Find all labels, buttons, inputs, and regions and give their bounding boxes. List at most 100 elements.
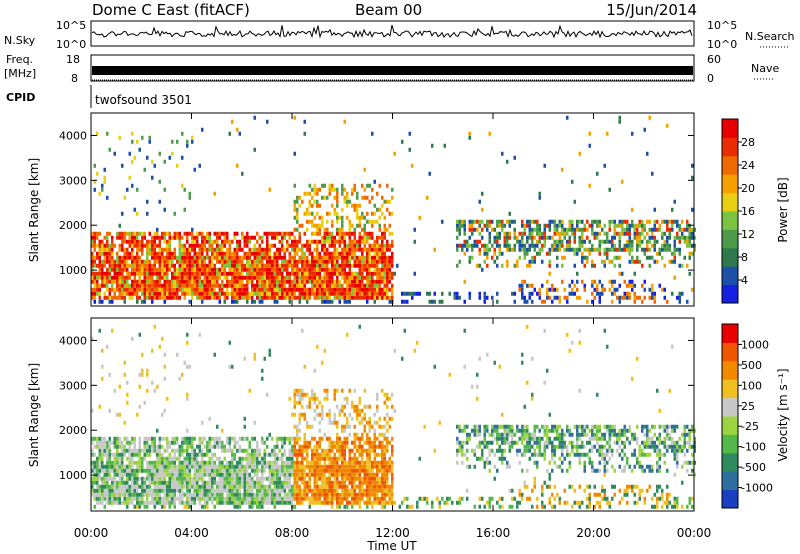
power-cell [233,287,236,292]
power-cell [463,299,466,304]
velocity-cell [328,440,331,445]
velocity-cell [103,488,106,493]
velocity-cell [281,496,284,501]
power-cell [498,231,501,236]
velocity-cell [231,500,234,505]
velocity-cell [371,424,374,429]
velocity-cell [96,464,99,469]
velocity-cell [253,500,256,505]
power-cell [153,267,156,272]
power-cell [648,235,651,240]
velocity-cell [346,424,349,429]
power-cell [563,295,566,300]
power-cell [168,231,171,236]
velocity-cell [138,372,141,377]
velocity-cell [131,464,134,469]
velocity-cell [188,436,191,441]
velocity-cell [351,448,354,453]
power-cell [243,283,246,288]
power-cell [183,267,186,272]
velocity-cell [156,500,159,505]
velocity-cell [263,460,266,465]
velocity-cell [371,480,374,485]
velocity-cell [326,388,329,393]
power-cell [181,243,184,248]
power-cell [478,263,481,268]
power-cell [163,279,166,284]
power-cell [581,219,584,224]
power-cell [276,283,279,288]
power-cell [651,227,654,232]
power-cell [468,227,471,232]
velocity-cell [261,464,264,469]
power-cell [598,291,601,296]
power-cell [293,239,296,244]
velocity-cell [153,460,156,465]
velocity-cell [333,440,336,445]
velocity-cell [263,484,266,489]
power-cell [611,279,614,284]
power-cell [528,235,531,240]
velocity-cell [233,500,236,505]
power-cell [143,283,146,288]
velocity-cell [136,504,139,509]
power-cell [303,287,306,292]
power-cell [153,163,156,168]
power-cell [521,283,524,288]
velocity-cell [361,420,364,425]
power-cell [141,279,144,284]
power-cell [201,259,204,264]
power-cell [291,243,294,248]
power-cell [173,267,176,272]
velocity-cell [91,460,94,465]
power-cell [386,271,389,276]
power-cell [548,219,551,224]
velocity-cell [188,464,191,469]
velocity-cell [121,472,124,477]
power-cell [688,255,691,260]
power-cell [211,279,214,284]
power-cell [236,279,239,284]
power-cell [146,239,149,244]
power-cell [338,283,341,288]
power-cell [496,255,499,260]
velocity-cell [126,492,129,497]
power-cell [323,243,326,248]
velocity-cell [283,448,286,453]
power-cell [268,279,271,284]
velocity-cell [223,448,226,453]
power-cell [243,275,246,280]
velocity-cell [353,456,356,461]
power-cell [226,275,229,280]
power-cell [121,275,124,280]
velocity-cell [381,468,384,473]
power-cell [543,239,546,244]
velocity-cell [301,456,304,461]
velocity-cell [141,488,144,493]
power-cell [501,227,504,232]
power-cell [336,295,339,300]
power-cell [693,235,696,240]
velocity-cell [233,496,236,501]
velocity-cell [106,488,109,493]
velocity-cell [228,460,231,465]
power-cell [386,263,389,268]
power-cell [211,239,214,244]
velocity-cell [183,436,186,441]
power-cell [173,251,176,256]
velocity-cell [166,444,169,449]
velocity-cell [303,412,306,417]
power-cell [366,251,369,256]
velocity-cell [253,472,256,477]
power-cell [343,247,346,252]
velocity-cell [113,436,116,441]
velocity-cell [293,480,296,485]
velocity-cell [336,440,339,445]
power-cell [508,243,511,248]
power-cell [686,263,689,268]
velocity-cell [343,504,346,509]
power-cell [391,255,394,260]
velocity-cell [301,472,304,477]
velocity-cell [361,456,364,461]
velocity-cell [153,488,156,493]
